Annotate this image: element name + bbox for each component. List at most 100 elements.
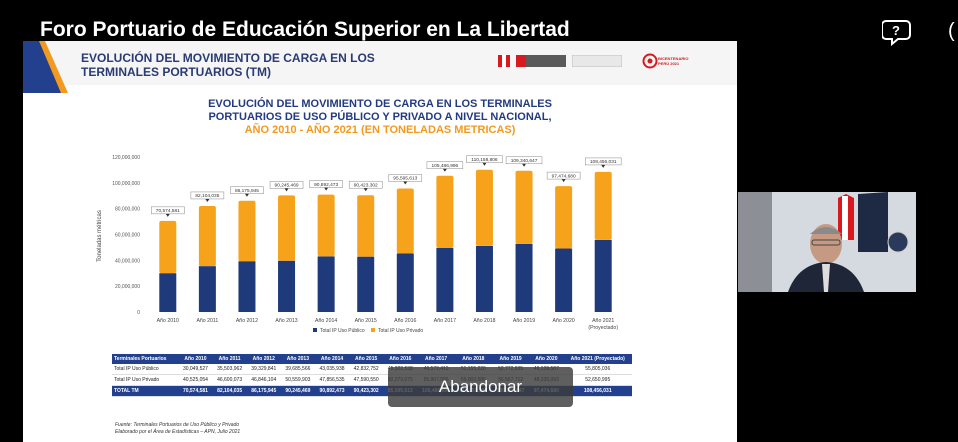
table-header-cell: Año 2017 xyxy=(417,354,455,364)
slide-heading-line1: EVOLUCIÓN DEL MOVIMIENTO DE CARGA EN LOS xyxy=(81,51,375,65)
table-header-row: Terminales Portuarios Año 2010 Año 2011 Año… xyxy=(112,354,632,364)
bar-uso-publico xyxy=(238,261,256,312)
table-cell: 108,456,031 xyxy=(563,385,632,397)
x-tick-label: Año 2015 xyxy=(355,318,377,324)
chart-title-line3: AÑO 2010 - AÑO 2021 (EN TONELADAS METRIC… xyxy=(244,124,516,136)
table-cell: Total IP Uso Privado xyxy=(112,374,179,386)
table-cell: 39,685,566 xyxy=(280,364,315,375)
table-cell: 46,600,073 xyxy=(212,374,247,386)
bar-uso-publico xyxy=(555,248,573,312)
bar-uso-privado xyxy=(555,186,573,249)
ministerio-logo xyxy=(516,54,566,68)
bar-uso-publico xyxy=(475,245,493,312)
x-tick-label: Año 2014 xyxy=(315,318,337,324)
help-chat-icon[interactable]: ? xyxy=(882,17,914,47)
legend-label-publico: Total IP Uso Público xyxy=(320,328,365,334)
total-label-pointer xyxy=(561,179,566,183)
x-tick-label: Año 2021 xyxy=(592,318,614,324)
total-label: 95,595,613 xyxy=(393,176,417,182)
table-cell: Total IP Uso Público xyxy=(112,364,179,375)
bar-uso-privado xyxy=(317,194,335,257)
table-cell: 52,650,995 xyxy=(563,374,632,386)
bar-uso-privado xyxy=(594,171,612,240)
total-label: 109,340,647 xyxy=(511,158,538,164)
total-label-pointer xyxy=(482,162,487,166)
y-tick-label: 120,000,000 xyxy=(112,155,140,161)
shared-slide: EVOLUCIÓN DEL MOVIMIENTO DE CARGA EN LOS… xyxy=(23,41,737,442)
table-cell: 70,574,581 xyxy=(178,385,213,397)
x-tick-label: Año 2016 xyxy=(394,318,416,324)
bar-uso-privado xyxy=(238,200,256,262)
x-tick-label: Año 2019 xyxy=(513,318,535,324)
table-cell: 47,590,550 xyxy=(349,374,384,386)
table-cell: 47,856,535 xyxy=(314,374,350,386)
total-label-pointer xyxy=(403,181,408,185)
table-cell: 55,805,036 xyxy=(563,364,632,375)
chart-title-line1: EVOLUCIÓN DEL MOVIMIENTO DE CARGA EN LOS… xyxy=(208,98,552,110)
y-tick-label: 100,000,000 xyxy=(112,181,140,187)
table-header-cell: Año 2016 xyxy=(383,354,418,364)
total-label-box xyxy=(585,157,622,166)
slide-corner-decoration xyxy=(23,41,68,93)
abandon-button[interactable]: Abandonar xyxy=(388,367,573,407)
table-cell: 86,175,945 xyxy=(246,385,281,397)
source-line1: Fuente: Terminales Portuarios de Uso Púb… xyxy=(115,422,240,428)
svg-text:?: ? xyxy=(892,23,900,38)
presenter-video xyxy=(738,192,916,292)
bar-uso-privado xyxy=(357,195,375,257)
y-tick-label: 80,000,000 xyxy=(115,207,140,213)
more-icon[interactable]: ( xyxy=(948,20,955,42)
bar-uso-publico xyxy=(278,260,296,312)
total-label: 86,175,945 xyxy=(235,188,259,194)
table-cell: 43,035,938 xyxy=(314,364,350,375)
total-label: 105,486,996 xyxy=(432,163,459,169)
total-label: 90,423,302 xyxy=(354,182,378,188)
bar-uso-publico xyxy=(594,239,612,312)
x-tick-label: Año 2018 xyxy=(473,318,495,324)
table-cell: 39,329,841 xyxy=(246,364,281,375)
x-tick-label: Año 2010 xyxy=(157,318,179,324)
x-tick-label: Año 2011 xyxy=(196,318,218,324)
legend-swatch-privado xyxy=(371,328,375,332)
total-label: 82,104,035 xyxy=(195,193,219,199)
table-cell: 42,832,752 xyxy=(349,364,384,375)
table-cell: 90,892,473 xyxy=(314,385,350,397)
total-label-pointer xyxy=(244,193,249,197)
total-label: 90,892,473 xyxy=(314,182,338,188)
total-label: 110,158,806 xyxy=(471,157,498,163)
table-header-cell: Año 2020 xyxy=(529,354,564,364)
bar-uso-publico xyxy=(159,273,177,312)
bar-uso-privado xyxy=(475,169,493,246)
y-tick-label: 60,000,000 xyxy=(115,233,140,239)
bar-uso-publico xyxy=(436,247,454,312)
peru-flag-logo xyxy=(498,54,510,68)
presenter-video-frame xyxy=(738,192,916,292)
bar-uso-publico xyxy=(317,256,335,312)
y-axis-label: Toneladas métricas xyxy=(97,210,103,262)
bar-uso-publico xyxy=(357,256,375,312)
x-tick-label: Año 2013 xyxy=(275,318,297,324)
legend-swatch-publico xyxy=(313,328,317,332)
total-label-pointer xyxy=(324,187,329,191)
total-label: 97,474,680 xyxy=(552,173,576,179)
table-header-cell: Año 2011 xyxy=(212,354,247,364)
bar-uso-publico xyxy=(198,266,216,312)
table-header-cell: Terminales Portuarios xyxy=(112,354,179,364)
legend-label-privado: Total IP Uso Privado xyxy=(378,328,423,334)
x-tick-label: Año 2020 xyxy=(553,318,575,324)
total-label-pointer xyxy=(601,164,606,168)
bar-uso-privado xyxy=(159,220,177,274)
slide-heading-line2: TERMINALES PORTUARIOS (TM) xyxy=(81,65,271,79)
table-header-cell: Año 2021 (Proyectado) xyxy=(563,354,632,364)
source-line2: Elaborado por el Área de Estadísticas – … xyxy=(115,429,241,435)
table-header-cell: Año 2012 xyxy=(246,354,281,364)
table-header-cell: Año 2015 xyxy=(349,354,384,364)
table-header-cell: Año 2019 xyxy=(491,354,530,364)
bicentenario-logo: BICENTENARIO PERÚ 2021 xyxy=(642,53,688,69)
bar-uso-publico xyxy=(396,253,414,312)
x-tick-label: Año 2012 xyxy=(236,318,258,324)
total-label-pointer xyxy=(363,188,368,192)
institution-logos: BICENTENARIO PERÚ 2021 xyxy=(498,53,688,69)
total-label-pointer xyxy=(442,168,447,172)
total-label: 70,574,581 xyxy=(156,208,180,214)
